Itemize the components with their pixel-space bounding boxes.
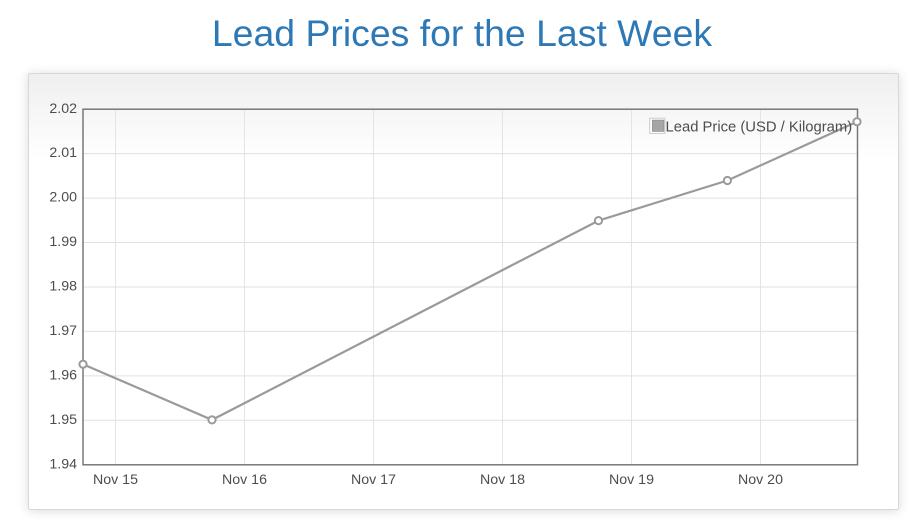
svg-text:Nov 20: Nov 20 — [738, 472, 783, 488]
svg-text:1.99: 1.99 — [49, 234, 77, 250]
svg-text:2.02: 2.02 — [49, 101, 77, 117]
svg-text:Nov 18: Nov 18 — [480, 472, 525, 488]
svg-text:Nov 16: Nov 16 — [222, 472, 267, 488]
svg-text:1.98: 1.98 — [49, 279, 77, 295]
svg-text:Lead Price (USD / Kilogram): Lead Price (USD / Kilogram) — [666, 119, 853, 135]
svg-text:Nov 17: Nov 17 — [351, 472, 396, 488]
svg-text:2.00: 2.00 — [49, 190, 77, 206]
svg-text:2.01: 2.01 — [49, 145, 77, 161]
svg-text:1.94: 1.94 — [49, 456, 77, 472]
svg-text:1.96: 1.96 — [49, 367, 77, 383]
svg-text:Nov 19: Nov 19 — [609, 472, 654, 488]
svg-text:1.95: 1.95 — [49, 412, 77, 428]
svg-text:1.97: 1.97 — [49, 323, 77, 339]
svg-text:Nov 15: Nov 15 — [93, 472, 138, 488]
